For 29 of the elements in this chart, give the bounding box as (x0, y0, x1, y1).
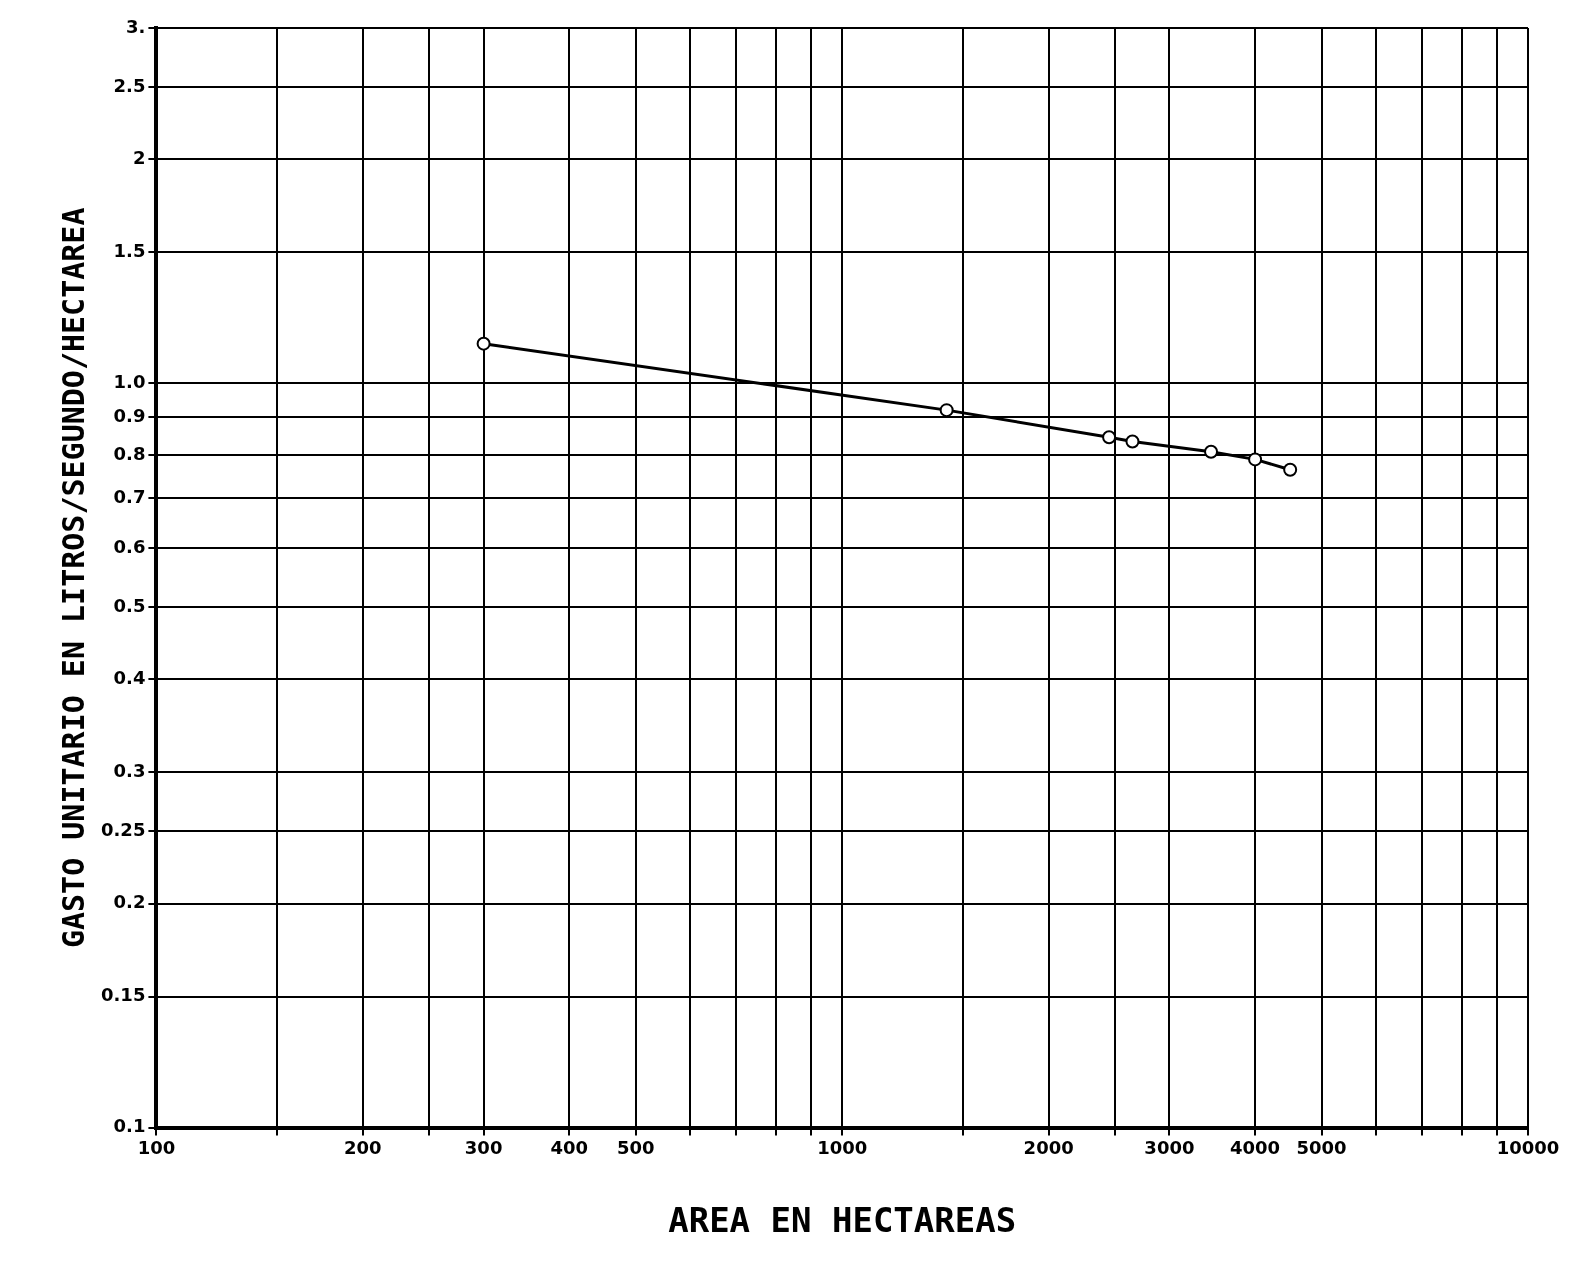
y-tick-label: 0.9 (113, 404, 146, 426)
x-axis-title: AREA EN HECTAREAS (668, 1200, 1017, 1241)
y-tick-label: 0.7 (113, 486, 146, 508)
x-tick-label: 2000 (1023, 1137, 1074, 1159)
y-tick-label: 0.6 (113, 536, 146, 557)
x-tick-label: 500 (616, 1137, 655, 1159)
x-tick-label: 400 (550, 1137, 589, 1159)
y-tick-label: 0.2 (113, 891, 146, 913)
y-tick-label: 2 (132, 146, 146, 168)
y-tick-label: 0.3 (113, 760, 146, 782)
x-tick-label: 3000 (1144, 1137, 1195, 1159)
y-tick-label: 2.5 (113, 74, 146, 96)
y-tick-label: 0.15 (100, 984, 146, 1006)
y-tick-label: 1.0 (113, 370, 146, 392)
y-tick-label: 1.5 (113, 239, 146, 261)
x-tick-label: 300 (464, 1137, 503, 1159)
y-tick-label: 0.4 (113, 667, 146, 689)
x-tick-label: 4000 (1230, 1137, 1281, 1159)
y-tick-label: 0.25 (100, 819, 146, 841)
y-tick-label: 0.1 (113, 1115, 146, 1137)
y-tick-label: 3. (126, 15, 146, 37)
x-tick-label: 1000 (817, 1137, 868, 1159)
y-tick-label: 0.8 (113, 442, 146, 464)
x-tick-label: 10000 (1496, 1137, 1560, 1159)
x-tick-label: 5000 (1296, 1137, 1347, 1159)
y-tick-label: 0.5 (113, 594, 146, 616)
x-tick-label: 200 (344, 1137, 382, 1159)
y-axis-title: GASTO UNITARIO EN LITROS/SEGUNDO/HECTAREA (55, 207, 91, 949)
x-tick-label: 100 (137, 1137, 176, 1159)
